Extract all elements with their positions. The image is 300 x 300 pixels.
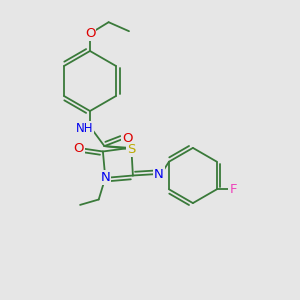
Text: O: O (122, 131, 133, 145)
Text: O: O (85, 27, 95, 40)
Text: N: N (100, 171, 110, 184)
Text: S: S (127, 142, 136, 156)
Text: F: F (230, 183, 237, 196)
Text: N: N (154, 167, 164, 181)
Text: NH: NH (76, 122, 93, 135)
Text: O: O (73, 142, 83, 155)
